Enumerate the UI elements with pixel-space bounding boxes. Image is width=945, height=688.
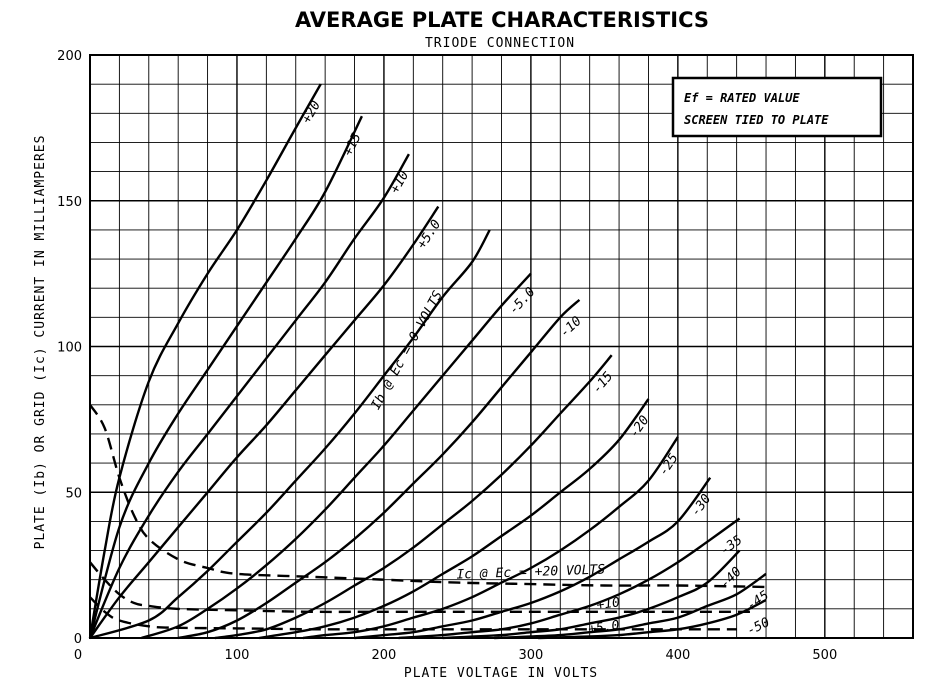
- y-tick-label: 150: [57, 195, 82, 210]
- x-tick-label: 300: [518, 648, 543, 663]
- y-tick-label: 50: [65, 486, 82, 501]
- plate-curve: [89, 229, 491, 640]
- grid-current-curve: [89, 596, 737, 631]
- x-axis-label: PLATE VOLTAGE IN VOLTS: [404, 666, 598, 681]
- plate-curve-label: Ib @ Ec = 0 VOLTS: [369, 288, 446, 412]
- plate-curve: [88, 83, 322, 639]
- chart-subtitle: TRIODE CONNECTION: [425, 36, 575, 51]
- grid-current-curves: [88, 404, 767, 631]
- y-tick-label: 0: [74, 632, 82, 647]
- x-tick-labels: 0 100 200 300 400 500: [74, 648, 837, 663]
- y-tick-label: 200: [57, 49, 82, 64]
- plate-curve: [214, 354, 613, 640]
- plate-curve: [88, 153, 410, 639]
- plate-curve: [494, 572, 767, 640]
- x-tick-label: 200: [372, 648, 397, 663]
- y-tick-label: 100: [57, 341, 82, 356]
- grid-current-curve: [88, 404, 767, 589]
- y-tick-labels: 0 50 100 150 200: [57, 49, 82, 647]
- plate-curve: [538, 599, 767, 640]
- plate-curves: [88, 83, 767, 640]
- plate-curve: [398, 517, 741, 640]
- grid-curve-label: Ic @ Ec = +20 VOLTS: [456, 562, 605, 582]
- legend-line-2: SCREEN TIED TO PLATE: [684, 113, 829, 127]
- plate-curve-label: +20: [299, 98, 324, 126]
- plate-curve: [354, 476, 712, 640]
- plate-curve-label: -15: [590, 369, 617, 397]
- grid-current-curve: [89, 561, 752, 614]
- plate-curve-label: -50: [745, 615, 773, 639]
- legend-line-1: Ef = RATED VALUE: [684, 91, 800, 105]
- y-axis-label: PLATE (Ib) OR GRID (Ic) CURRENT IN MILLI…: [33, 135, 48, 550]
- plate-curve: [177, 299, 581, 640]
- plate-curve-label: -35: [718, 533, 746, 559]
- grid-curve-label: +10: [596, 595, 622, 613]
- x-tick-label: 100: [225, 648, 250, 663]
- plate-curve-label: -5.0: [506, 285, 538, 318]
- plate-curve: [442, 549, 741, 640]
- plate-curve-label: +15: [341, 131, 365, 159]
- plate-curve: [89, 205, 440, 639]
- plate-curve: [88, 115, 363, 639]
- grid: [89, 54, 914, 639]
- chart-title: AVERAGE PLATE CHARACTERISTICS: [295, 8, 709, 32]
- plate-curve: [141, 272, 532, 640]
- plate-curve-label: -30: [688, 492, 714, 520]
- plate-curve-label: +10: [388, 168, 413, 196]
- curve-labels: +20+15+10+5.0Ib @ Ec = 0 VOLTS -5.0-10-15…: [299, 98, 772, 639]
- x-tick-label: 0: [74, 648, 82, 663]
- legend-box: Ef = RATED VALUE SCREEN TIED TO PLATE: [671, 76, 883, 138]
- plate-curve: [258, 398, 650, 640]
- x-tick-label: 400: [665, 648, 690, 663]
- grid-curve-label: +5.0: [587, 618, 620, 637]
- x-tick-label: 500: [812, 648, 837, 663]
- plate-curve: [302, 436, 679, 640]
